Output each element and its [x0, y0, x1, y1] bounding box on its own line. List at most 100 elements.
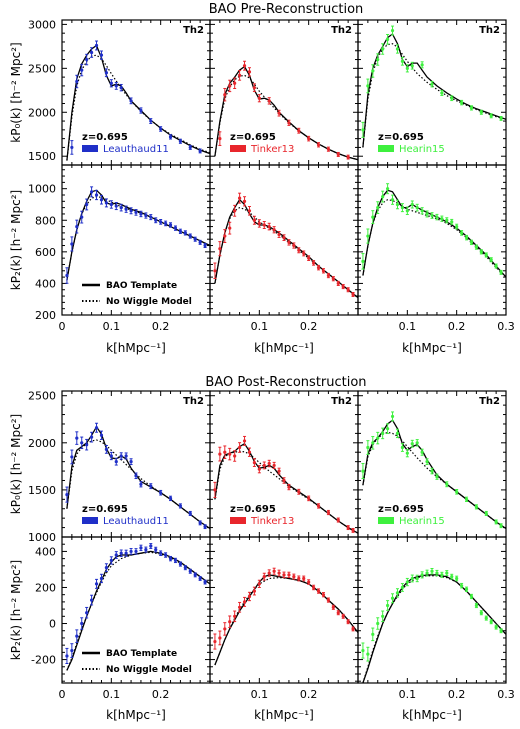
data-point	[390, 194, 395, 205]
x-tick-label: 0.2	[152, 320, 170, 333]
data-point	[489, 619, 493, 625]
data-point	[479, 610, 483, 616]
marker	[238, 605, 242, 609]
data-point	[326, 272, 330, 279]
marker	[90, 50, 94, 55]
data-point	[376, 201, 380, 215]
plot-area	[65, 543, 210, 671]
marker	[247, 70, 252, 74]
y-tick-label: 400	[35, 545, 56, 558]
data-point	[445, 570, 449, 576]
data-point	[395, 588, 400, 598]
marker	[405, 451, 409, 455]
marker	[70, 648, 74, 653]
panel-Tinker13-kP2-pre	[209, 164, 359, 316]
data-point	[109, 556, 113, 565]
marker	[346, 155, 350, 159]
data-point	[238, 442, 242, 453]
data-point	[75, 219, 79, 234]
panel-Hearin15-kP2-pre	[357, 164, 507, 316]
style-legend: BAO Template No Wiggle Model	[82, 281, 192, 307]
legend-dotted-label: No Wiggle Model	[106, 297, 192, 307]
data-point	[464, 234, 469, 241]
marker	[415, 576, 419, 581]
marker	[371, 215, 375, 219]
marker	[70, 145, 74, 150]
marker	[173, 226, 178, 230]
marker	[159, 127, 163, 131]
marker	[252, 86, 256, 90]
data-point	[80, 617, 84, 630]
marker	[134, 474, 138, 478]
marker	[193, 237, 197, 241]
x-axis-title: k[hMpc⁻¹]	[402, 341, 462, 355]
data-point	[218, 131, 222, 146]
marker	[425, 571, 429, 575]
marker	[213, 488, 217, 492]
marker	[75, 79, 79, 84]
nowiggle-line	[362, 575, 506, 683]
marker	[321, 269, 326, 273]
data-point	[455, 575, 459, 582]
data-point	[410, 200, 414, 209]
data-point	[129, 548, 133, 555]
marker	[316, 143, 321, 147]
data-point	[144, 546, 148, 553]
marker	[183, 566, 187, 570]
panel-frame	[357, 164, 507, 316]
marker	[297, 248, 301, 252]
data-point	[94, 422, 99, 433]
data-point	[193, 572, 197, 578]
data-point	[257, 579, 261, 588]
data-point	[70, 236, 74, 252]
marker	[415, 206, 419, 210]
data-point	[336, 610, 340, 616]
marker	[99, 433, 104, 437]
marker	[400, 445, 404, 450]
marker	[499, 629, 503, 633]
data-point	[90, 594, 94, 606]
marker	[455, 576, 459, 581]
marker	[371, 441, 375, 445]
data-point	[292, 573, 296, 580]
marker	[134, 549, 138, 554]
marker	[173, 558, 178, 563]
marker	[420, 450, 424, 454]
marker	[114, 460, 118, 464]
y-tick-label: -200	[31, 654, 56, 667]
marker	[65, 654, 69, 658]
marker	[75, 224, 79, 229]
data-point	[321, 268, 326, 274]
marker	[464, 236, 469, 240]
marker	[223, 627, 227, 631]
marker	[307, 137, 311, 141]
template-line	[66, 189, 210, 281]
marker	[376, 436, 380, 440]
marker	[149, 544, 153, 548]
data-point	[149, 214, 153, 221]
data-point	[238, 192, 242, 204]
marker	[489, 114, 493, 118]
marker	[168, 223, 173, 227]
panel-Leauthaud11-kP2-pre: BAO Template No Wiggle Model	[61, 164, 211, 316]
marker	[233, 454, 237, 458]
marker	[336, 281, 340, 286]
marker	[410, 442, 414, 446]
marker	[223, 450, 227, 454]
data-point	[178, 503, 182, 509]
data-point	[85, 438, 89, 451]
marker	[440, 91, 444, 95]
data-point	[381, 427, 385, 440]
data-point	[474, 602, 478, 609]
data-point	[336, 151, 340, 157]
marker	[80, 441, 84, 445]
marker	[267, 99, 271, 103]
legend-swatch	[82, 517, 98, 524]
marker	[104, 71, 108, 75]
data-point	[450, 573, 454, 580]
data-point	[341, 613, 345, 619]
marker	[85, 443, 89, 447]
template-line	[214, 574, 358, 666]
marker	[228, 84, 232, 88]
